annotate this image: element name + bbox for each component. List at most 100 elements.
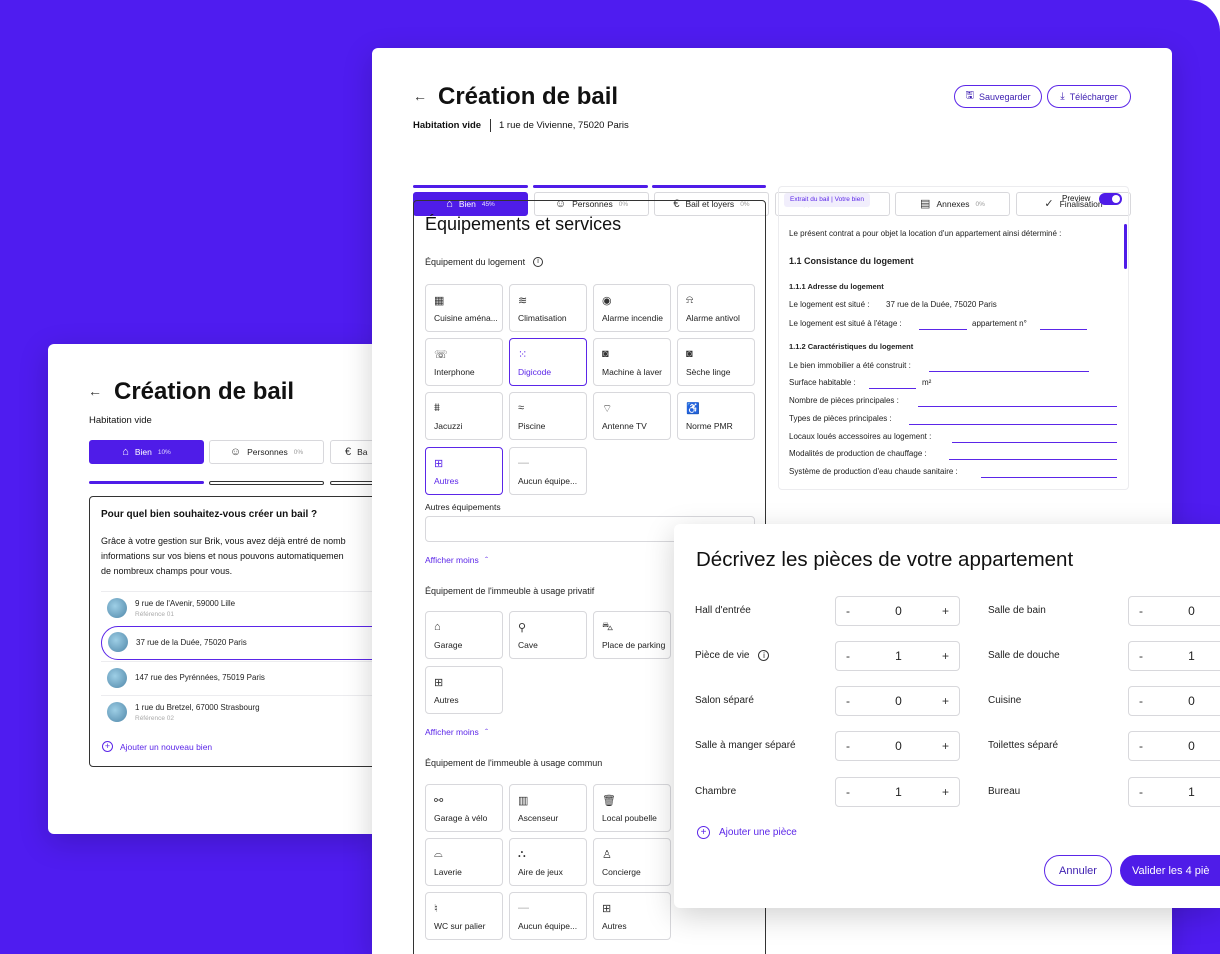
address-ref: Référence 02 <box>135 715 175 722</box>
tile-label: Alarme antivol <box>686 313 740 323</box>
room-label: Salle à manger séparé <box>695 740 796 751</box>
save-button[interactable]: 🖫 Sauvegarder <box>954 85 1042 108</box>
euro-icon: € <box>345 445 352 458</box>
tile-garage[interactable]: ⌂ Garage <box>425 611 503 659</box>
tab-label: Finalisation <box>1059 199 1103 209</box>
tile-garage-velo[interactable]: ⚯ Garage à vélo <box>425 784 503 832</box>
stepper-toilettes[interactable]: -0 <box>1128 731 1220 761</box>
construit-field[interactable] <box>929 371 1089 372</box>
address-item[interactable]: 9 rue de l'Avenir, 59000 Lille Référence… <box>101 591 378 625</box>
tile-wc[interactable]: ♮ WC sur palier <box>425 892 503 940</box>
download-button[interactable]: ⤓ Télécharger <box>1047 85 1131 108</box>
tile-jacuzzi[interactable]: ⩩ Jacuzzi <box>425 392 503 440</box>
subtitle-divider <box>490 119 491 132</box>
tile-local-poubelle[interactable]: 🗑 Local poubelle <box>593 784 671 832</box>
stepper-salle-de-bain[interactable]: -0 <box>1128 596 1220 626</box>
minus-button[interactable]: - <box>1139 785 1143 799</box>
minus-button[interactable]: - <box>1139 694 1143 708</box>
info-icon[interactable]: i <box>758 650 770 661</box>
back-arrow-icon[interactable]: ← <box>88 383 102 399</box>
tab-label: Bien <box>458 199 476 209</box>
tile-aucun[interactable]: — Aucun équipe... <box>509 447 587 495</box>
show-less-link-2[interactable]: Afficher moins ˆ <box>425 727 488 737</box>
minus-button[interactable]: - <box>846 649 850 663</box>
dash-icon: — <box>518 902 529 914</box>
address-item[interactable]: 1 rue du Bretzel, 67000 Strasbourg Référ… <box>101 695 378 729</box>
section-logement: Équipement du logement i <box>425 257 544 267</box>
tile-cuisine[interactable]: ▦ Cuisine aména... <box>425 284 503 332</box>
stepper-cuisine[interactable]: -0 <box>1128 686 1220 716</box>
stepper-chambre[interactable]: - 1 + <box>835 777 960 807</box>
show-less-link-1[interactable]: Afficher moins ˆ <box>425 555 488 565</box>
tile-climatisation[interactable]: ≋ Climatisation <box>509 284 587 332</box>
tab-bien[interactable]: ⌂ Bien 45% <box>413 192 528 216</box>
left-tab-bail[interactable]: € Ba <box>330 440 378 464</box>
minus-button[interactable]: - <box>846 604 850 618</box>
minus-button[interactable]: - <box>846 694 850 708</box>
minus-button[interactable]: - <box>1139 739 1143 753</box>
stepper-bureau[interactable]: -1 <box>1128 777 1220 807</box>
stepper-salle-de-douche[interactable]: -1 <box>1128 641 1220 671</box>
tile-commun-autres[interactable]: ⊞ Autres <box>593 892 671 940</box>
preview-toggle[interactable] <box>1099 193 1122 205</box>
left-tab-personnes[interactable]: ☺ Personnes 0% <box>209 440 324 464</box>
tile-piscine[interactable]: ≈ Piscine <box>509 392 587 440</box>
stepper-hall[interactable]: - 0 + <box>835 596 960 626</box>
minus-button[interactable]: - <box>1139 604 1143 618</box>
tab-personnes[interactable]: ☺ Personnes 0% <box>534 192 649 216</box>
stepper-piece-de-vie[interactable]: - 1 + <box>835 641 960 671</box>
tile-interphone[interactable]: ☏ Interphone <box>425 338 503 386</box>
tile-alarme-antivol[interactable]: ⍾ Alarme antivol <box>677 284 755 332</box>
appartement-field[interactable] <box>1040 329 1087 330</box>
nb-pieces-field[interactable] <box>918 406 1117 407</box>
tile-machine-laver[interactable]: ◙ Machine à laver <box>593 338 671 386</box>
tile-alarme-incendie[interactable]: ◉ Alarme incendie <box>593 284 671 332</box>
types-pieces-field[interactable] <box>909 424 1117 425</box>
tile-concierge[interactable]: ♙ Concierge <box>593 838 671 886</box>
tile-parking[interactable]: ⛍ Place de parking <box>593 611 671 659</box>
plus-button[interactable]: + <box>941 604 949 618</box>
locaux-field[interactable] <box>952 442 1117 443</box>
tile-cave[interactable]: ⚲ Cave <box>509 611 587 659</box>
grid-icon: ⊞ <box>434 458 444 470</box>
chauffage-field[interactable] <box>949 459 1117 460</box>
document-icon: ▤ <box>920 197 931 210</box>
stepper-salle-a-manger[interactable]: - 0 + <box>835 731 960 761</box>
plus-button[interactable]: + <box>941 739 949 753</box>
validate-button[interactable]: Valider les 4 piè <box>1120 855 1220 886</box>
address-item[interactable]: 147 rue des Pyrénnées, 75019 Paris <box>101 661 378 695</box>
add-room-link[interactable]: + Ajouter une pièce <box>697 826 797 839</box>
tile-digicode[interactable]: ⁙ Digicode <box>509 338 587 386</box>
surface-field[interactable] <box>869 388 916 389</box>
plus-button[interactable]: + <box>941 694 949 708</box>
tile-laverie[interactable]: ⌓ Laverie <box>425 838 503 886</box>
tile-autres[interactable]: ⊞ Autres <box>425 447 503 495</box>
tab-annexes[interactable]: ▤ Annexes 0% <box>895 192 1010 216</box>
stepper-salon[interactable]: - 0 + <box>835 686 960 716</box>
tile-seche-linge[interactable]: ◙ Sèche linge <box>677 338 755 386</box>
minus-button[interactable]: - <box>846 739 850 753</box>
back-arrow-icon[interactable]: ← <box>413 88 427 104</box>
preview-situe-value: 37 rue de la Duée, 75020 Paris <box>886 300 997 309</box>
plus-button[interactable]: + <box>941 649 949 663</box>
left-desc-1: Grâce à votre gestion sur Brik, vous ave… <box>101 536 346 546</box>
tile-privatif-autres[interactable]: ⊞ Autres <box>425 666 503 714</box>
preview-scrollbar[interactable] <box>1124 224 1127 269</box>
cancel-button[interactable]: Annuler <box>1044 855 1112 886</box>
etage-field[interactable] <box>919 329 967 330</box>
minus-button[interactable]: - <box>846 785 850 799</box>
tile-antenne[interactable]: ⌔ Antenne TV <box>593 392 671 440</box>
add-property-link[interactable]: + Ajouter un nouveau bien <box>102 741 212 752</box>
plus-button[interactable]: + <box>941 785 949 799</box>
preview-nb-pieces: Nombre de pièces principales : <box>789 396 899 405</box>
left-tab-bien[interactable]: ⌂ Bien 10% <box>89 440 204 464</box>
tile-commun-aucun[interactable]: — Aucun équipe... <box>509 892 587 940</box>
tile-pmr[interactable]: ♿ Norme PMR <box>677 392 755 440</box>
minus-button[interactable]: - <box>1139 649 1143 663</box>
tile-aire-jeux[interactable]: ⛬ Aire de jeux <box>509 838 587 886</box>
info-icon[interactable]: i <box>533 257 544 267</box>
address-item-selected[interactable]: 37 rue de la Duée, 75020 Paris <box>101 626 378 660</box>
eau-field[interactable] <box>981 477 1117 478</box>
tile-ascenseur[interactable]: ▥ Ascenseur <box>509 784 587 832</box>
tab-bail-loyers[interactable]: € Bail et loyers 0% <box>654 192 769 216</box>
